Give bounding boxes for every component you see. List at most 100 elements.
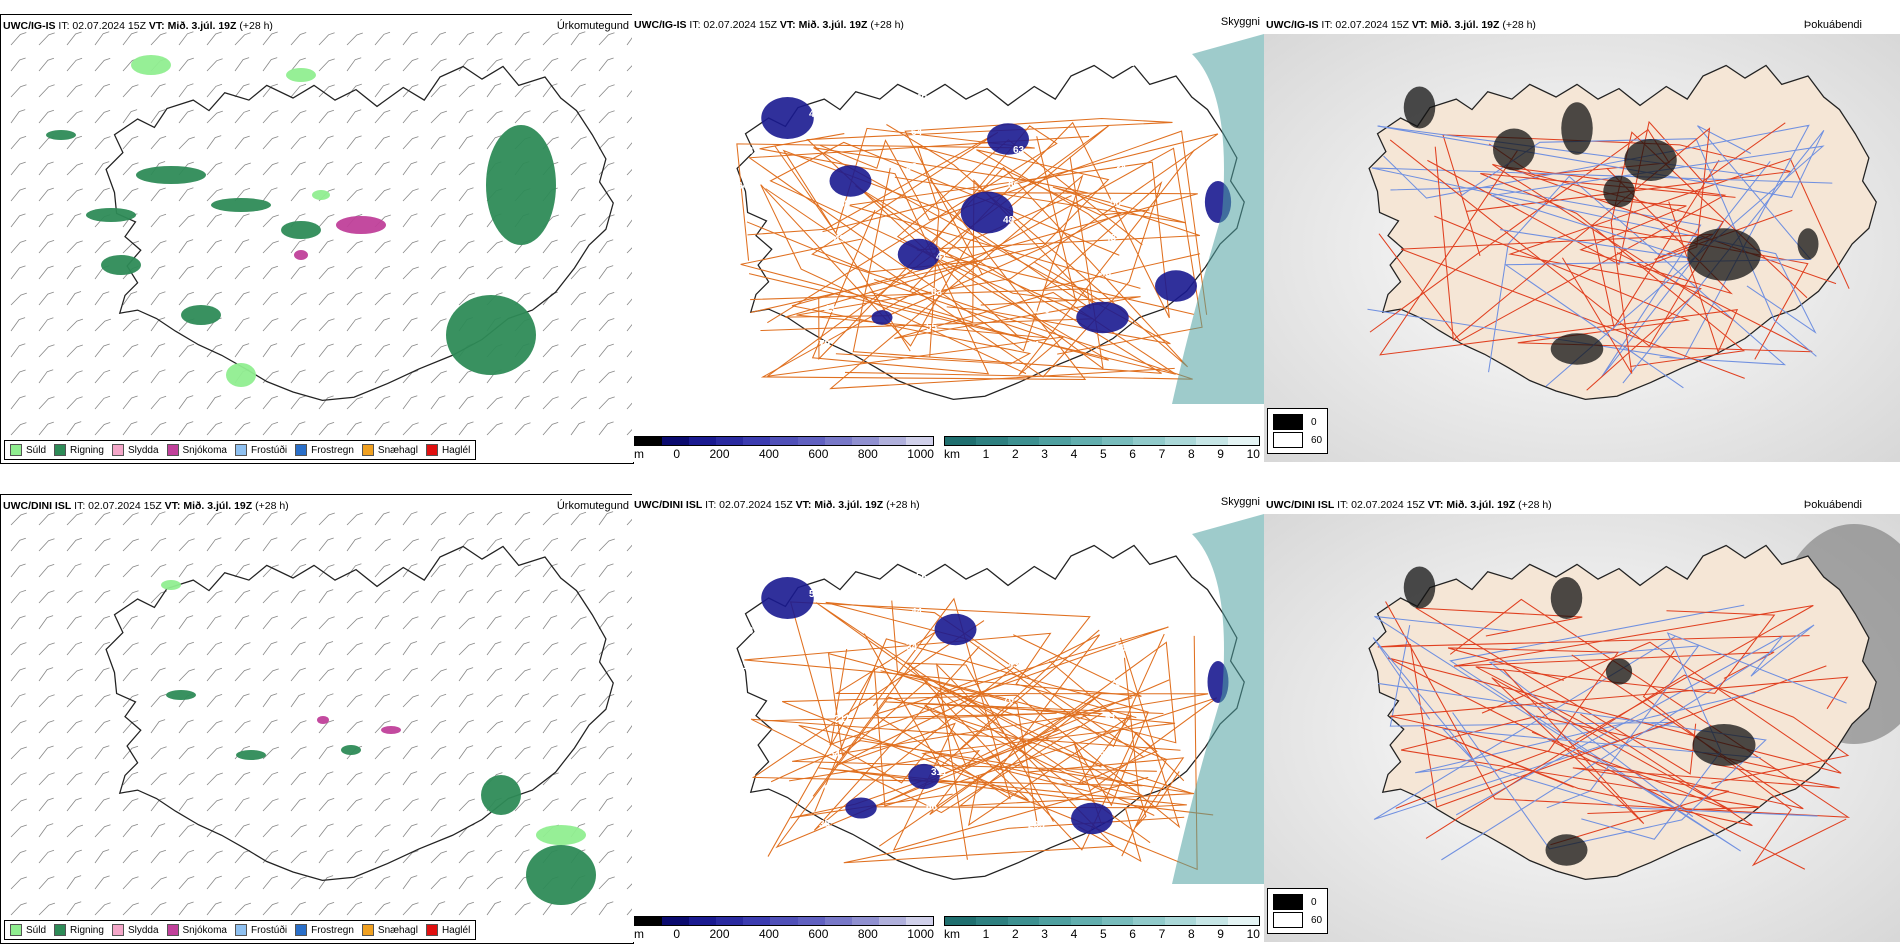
cloud-base-value: 212 xyxy=(737,661,754,672)
precip-area xyxy=(317,716,329,724)
coastline xyxy=(105,65,614,402)
wind-barb xyxy=(262,641,278,656)
wind-barb xyxy=(150,369,166,384)
wind-barb xyxy=(206,746,223,760)
wind-barb xyxy=(318,875,334,890)
wind-barb xyxy=(486,537,503,552)
legend-item: Slydda xyxy=(111,924,159,936)
wind-barb xyxy=(542,291,558,306)
wind-barb xyxy=(234,187,251,202)
fog-legend: 0 60 xyxy=(1267,888,1329,934)
wind-barb xyxy=(430,824,447,838)
wind-barb xyxy=(150,823,166,838)
wind-barb xyxy=(178,538,195,552)
legend-label: Slydda xyxy=(127,444,159,456)
cloud-base-value: 58 xyxy=(742,626,754,637)
wind-barb xyxy=(486,422,503,436)
wind-barb xyxy=(94,563,110,578)
wind-barb xyxy=(402,616,419,630)
wind-barb xyxy=(150,213,167,228)
wind-barb xyxy=(94,667,110,682)
legend-label: Snjókoma xyxy=(182,924,227,936)
colorbar-tick: 6 xyxy=(1129,927,1136,941)
wind-barb xyxy=(430,693,447,708)
fog-map-canvas xyxy=(1264,514,1900,942)
iceland xyxy=(736,544,1245,881)
wind-barb xyxy=(402,240,419,254)
wind-barb xyxy=(486,32,503,46)
cloud-base-value: 70 xyxy=(722,766,734,777)
wind-barb xyxy=(234,823,250,838)
colorbar-tick: 6 xyxy=(1129,447,1136,461)
wind-barb xyxy=(430,395,446,410)
precip-area xyxy=(46,130,76,140)
wind-barb xyxy=(430,318,447,332)
wind-barb xyxy=(542,719,558,734)
cloud-base-value: 74 xyxy=(1120,128,1132,139)
wind-barb xyxy=(598,318,615,332)
precip-map-canvas xyxy=(10,511,633,916)
cloud-base-value: 70 xyxy=(1110,678,1122,689)
wind-barb xyxy=(458,213,474,228)
wind-barb xyxy=(458,135,474,150)
wind-barb xyxy=(66,590,83,604)
road-line xyxy=(775,600,1191,849)
fog-legend-row: 0 xyxy=(1273,893,1322,911)
wind-barb xyxy=(38,57,55,72)
wind-barb xyxy=(234,902,252,916)
legend-item: Haglél xyxy=(425,444,470,456)
wind-barb xyxy=(38,187,54,202)
wind-barb xyxy=(346,292,363,306)
wind-barb xyxy=(598,421,614,436)
wind-barb xyxy=(234,32,251,46)
wind-barb xyxy=(626,193,633,202)
wind-barb xyxy=(598,642,615,656)
wind-barb xyxy=(402,823,418,838)
fog-area xyxy=(1797,228,1819,260)
fog-area xyxy=(1692,724,1756,766)
wind-barb xyxy=(430,84,447,98)
fog-legend-swatch xyxy=(1273,414,1303,430)
colorbar-ticks: km 1 2 3 4 5 6 7 8 9 10 xyxy=(944,927,1260,941)
cloud-base-value: 66 xyxy=(717,321,729,332)
wind-barb xyxy=(430,239,446,254)
wind-barb xyxy=(290,161,306,176)
wind-barb xyxy=(458,265,474,280)
colorbar-tick: 9 xyxy=(1217,927,1224,941)
wind-barb xyxy=(458,187,474,202)
fog-area xyxy=(1403,86,1436,129)
cloud-base-value: 46 xyxy=(809,109,821,120)
wind-barb xyxy=(38,396,55,410)
wind-barb xyxy=(318,84,335,98)
wind-barb xyxy=(430,720,447,734)
wind-barb xyxy=(458,292,475,306)
wind-barb xyxy=(626,167,633,176)
cloud-base-map-igis: UWC/IG-IS IT: 02.07.2024 15Z VT: Mið. 3.… xyxy=(632,14,1264,462)
colorbar-tick: 8 xyxy=(1187,927,1195,941)
fog-area xyxy=(1687,228,1761,281)
road-line xyxy=(1420,713,1753,827)
cloud-base-value: 38 xyxy=(819,819,831,830)
wind-barb xyxy=(374,564,391,578)
cloud-base-value: 63 xyxy=(1130,58,1142,69)
wind-barb xyxy=(150,746,167,760)
wind-barb xyxy=(262,615,278,630)
wind-barb xyxy=(66,318,84,332)
wind-barb xyxy=(346,824,363,838)
colorbar-strip xyxy=(634,916,934,926)
wind-barb xyxy=(178,31,194,46)
wind-barb xyxy=(122,823,139,838)
wind-barb xyxy=(374,876,391,890)
wind-barb xyxy=(38,161,54,176)
wind-barb xyxy=(150,564,167,578)
cloud-base-area xyxy=(987,123,1029,155)
colorbar-tick: 800 xyxy=(857,447,878,461)
wind-barb xyxy=(262,162,279,176)
wind-barb xyxy=(346,667,362,682)
colorbar-tick: 10 xyxy=(1246,447,1260,461)
wind-barb xyxy=(318,616,335,630)
wind-barb xyxy=(66,537,83,552)
wind-barb xyxy=(430,422,447,436)
wind-barb xyxy=(542,422,559,436)
legend-item: Rigning xyxy=(54,444,104,456)
